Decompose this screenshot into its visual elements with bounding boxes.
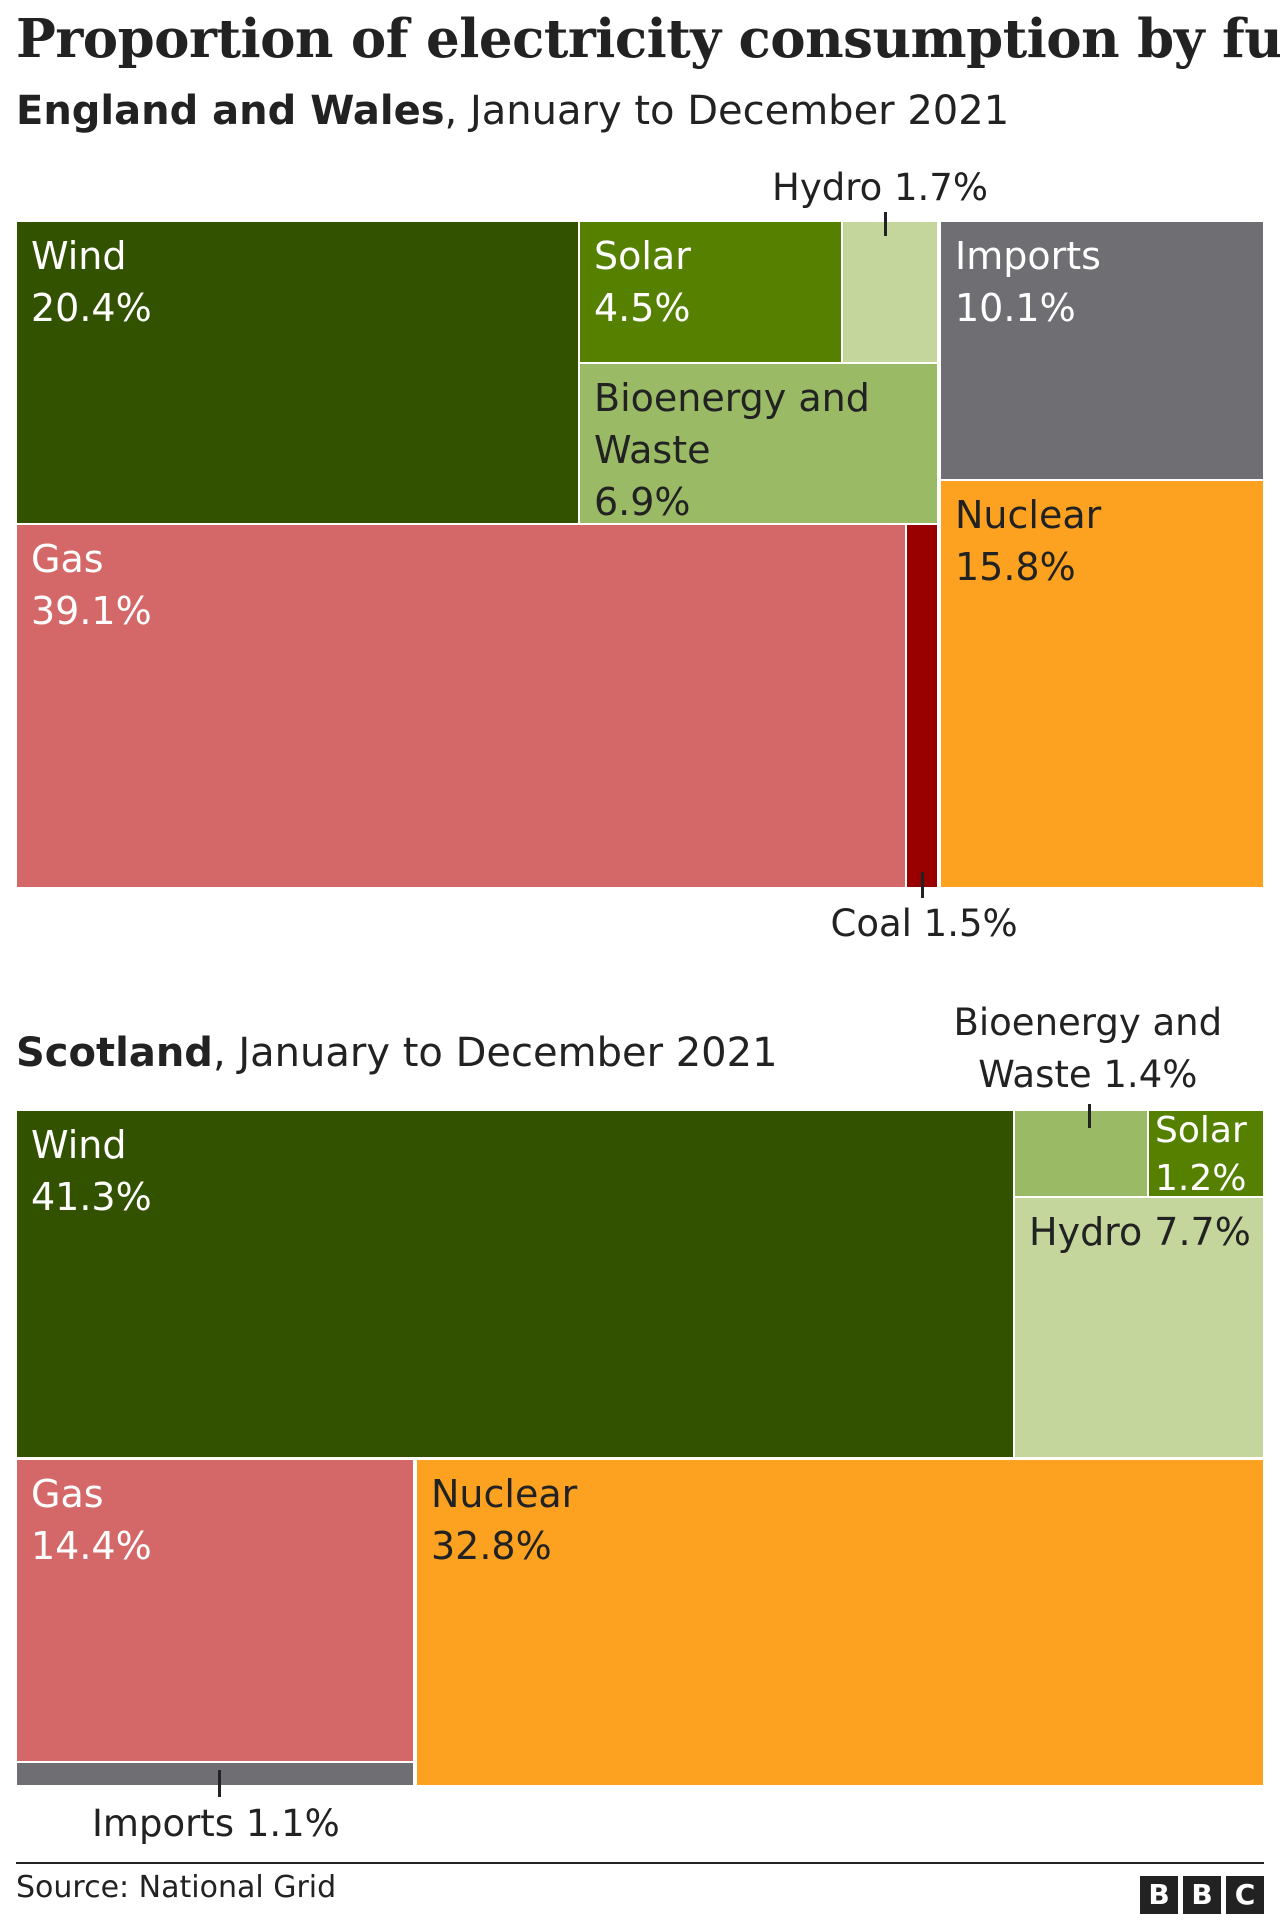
logo-letter-c: C xyxy=(1226,1876,1264,1914)
tile-solar: Solar 1.2% xyxy=(1149,1110,1263,1199)
tile-bioenergy-and-waste: Bioenergy and Waste 6.9% xyxy=(580,364,937,524)
source-note: Source: National Grid xyxy=(16,1870,337,1905)
callout-label-hydro: Hydro 1.7% xyxy=(772,166,989,209)
tile-wind: Wind 41.3% xyxy=(17,1111,1013,1457)
tile-label-gas: Gas 14.4% xyxy=(31,1472,152,1568)
tile-gas: Gas 39.1% xyxy=(17,525,905,887)
england-wales-treemap: Wind 20.4% Solar 4.5% Hydro 1.7% Bioenergy … xyxy=(17,166,1263,945)
callout-label-bioenergy-and-waste: Bioenergy and Waste 1.4% xyxy=(953,1001,1223,1096)
tile-label-hydro: Hydro 7.7% xyxy=(1029,1210,1251,1254)
callout-line-hydro xyxy=(884,212,887,236)
logo-letter-b2: B xyxy=(1183,1876,1221,1914)
tile-label-wind: Wind 20.4% xyxy=(31,234,152,330)
tile-label-nuclear: Nuclear 15.8% xyxy=(955,493,1102,589)
scotland-subtitle-region: Scotland xyxy=(16,1030,213,1076)
tile-hydro xyxy=(843,222,937,362)
tile-bioenergy-and-waste xyxy=(1015,1111,1147,1196)
tile-hydro: Hydro 7.7% xyxy=(1015,1198,1263,1457)
scotland-treemap: Wind 41.3% Bioenergy and Waste 1.4% Solar … xyxy=(17,1001,1263,1845)
ew-subtitle-region: England and Wales xyxy=(16,88,445,134)
chart-title: Proportion of electricity consumption by… xyxy=(16,8,1280,70)
logo-letter-b1: B xyxy=(1140,1876,1178,1914)
scotland-subtitle-period: , January to December 2021 xyxy=(212,1030,778,1076)
tile-label-gas: Gas 39.1% xyxy=(31,537,152,633)
tile-label-imports: Imports 10.1% xyxy=(955,234,1101,330)
tile-wind: Wind 20.4% xyxy=(17,222,578,523)
tile-imports xyxy=(17,1763,413,1785)
tile-solar: Solar 4.5% xyxy=(580,222,841,362)
tile-nuclear: Nuclear 15.8% xyxy=(941,481,1263,887)
callout-line-imports xyxy=(218,1770,221,1797)
scotland-subtitle: Scotland, January to December 2021 xyxy=(16,1030,778,1076)
tile-imports: Imports 10.1% xyxy=(941,222,1263,479)
tile-label-solar: Solar 4.5% xyxy=(594,234,691,330)
tile-label-solar: Solar 1.2% xyxy=(1155,1110,1247,1199)
bbc-logo: B B C xyxy=(1140,1876,1264,1914)
tile-label-bioenergy-and-waste: Bioenergy and Waste 6.9% xyxy=(594,376,870,524)
tile-label-wind: Wind 41.3% xyxy=(31,1123,152,1219)
ew-subtitle-period: , January to December 2021 xyxy=(444,88,1010,134)
tile-gas: Gas 14.4% xyxy=(17,1460,413,1761)
tile-label-nuclear: Nuclear 32.8% xyxy=(431,1472,578,1568)
footer-divider xyxy=(16,1862,1264,1864)
ew-subtitle: England and Wales, January to December 2… xyxy=(16,88,1009,134)
callout-label-coal: Coal 1.5% xyxy=(830,902,1018,945)
tile-nuclear: Nuclear 32.8% xyxy=(417,1460,1263,1785)
callout-line-coal xyxy=(921,872,924,898)
callout-line-bioenergy-and-waste xyxy=(1088,1104,1091,1128)
tile-coal xyxy=(907,525,937,887)
callout-label-imports: Imports 1.1% xyxy=(92,1802,340,1845)
